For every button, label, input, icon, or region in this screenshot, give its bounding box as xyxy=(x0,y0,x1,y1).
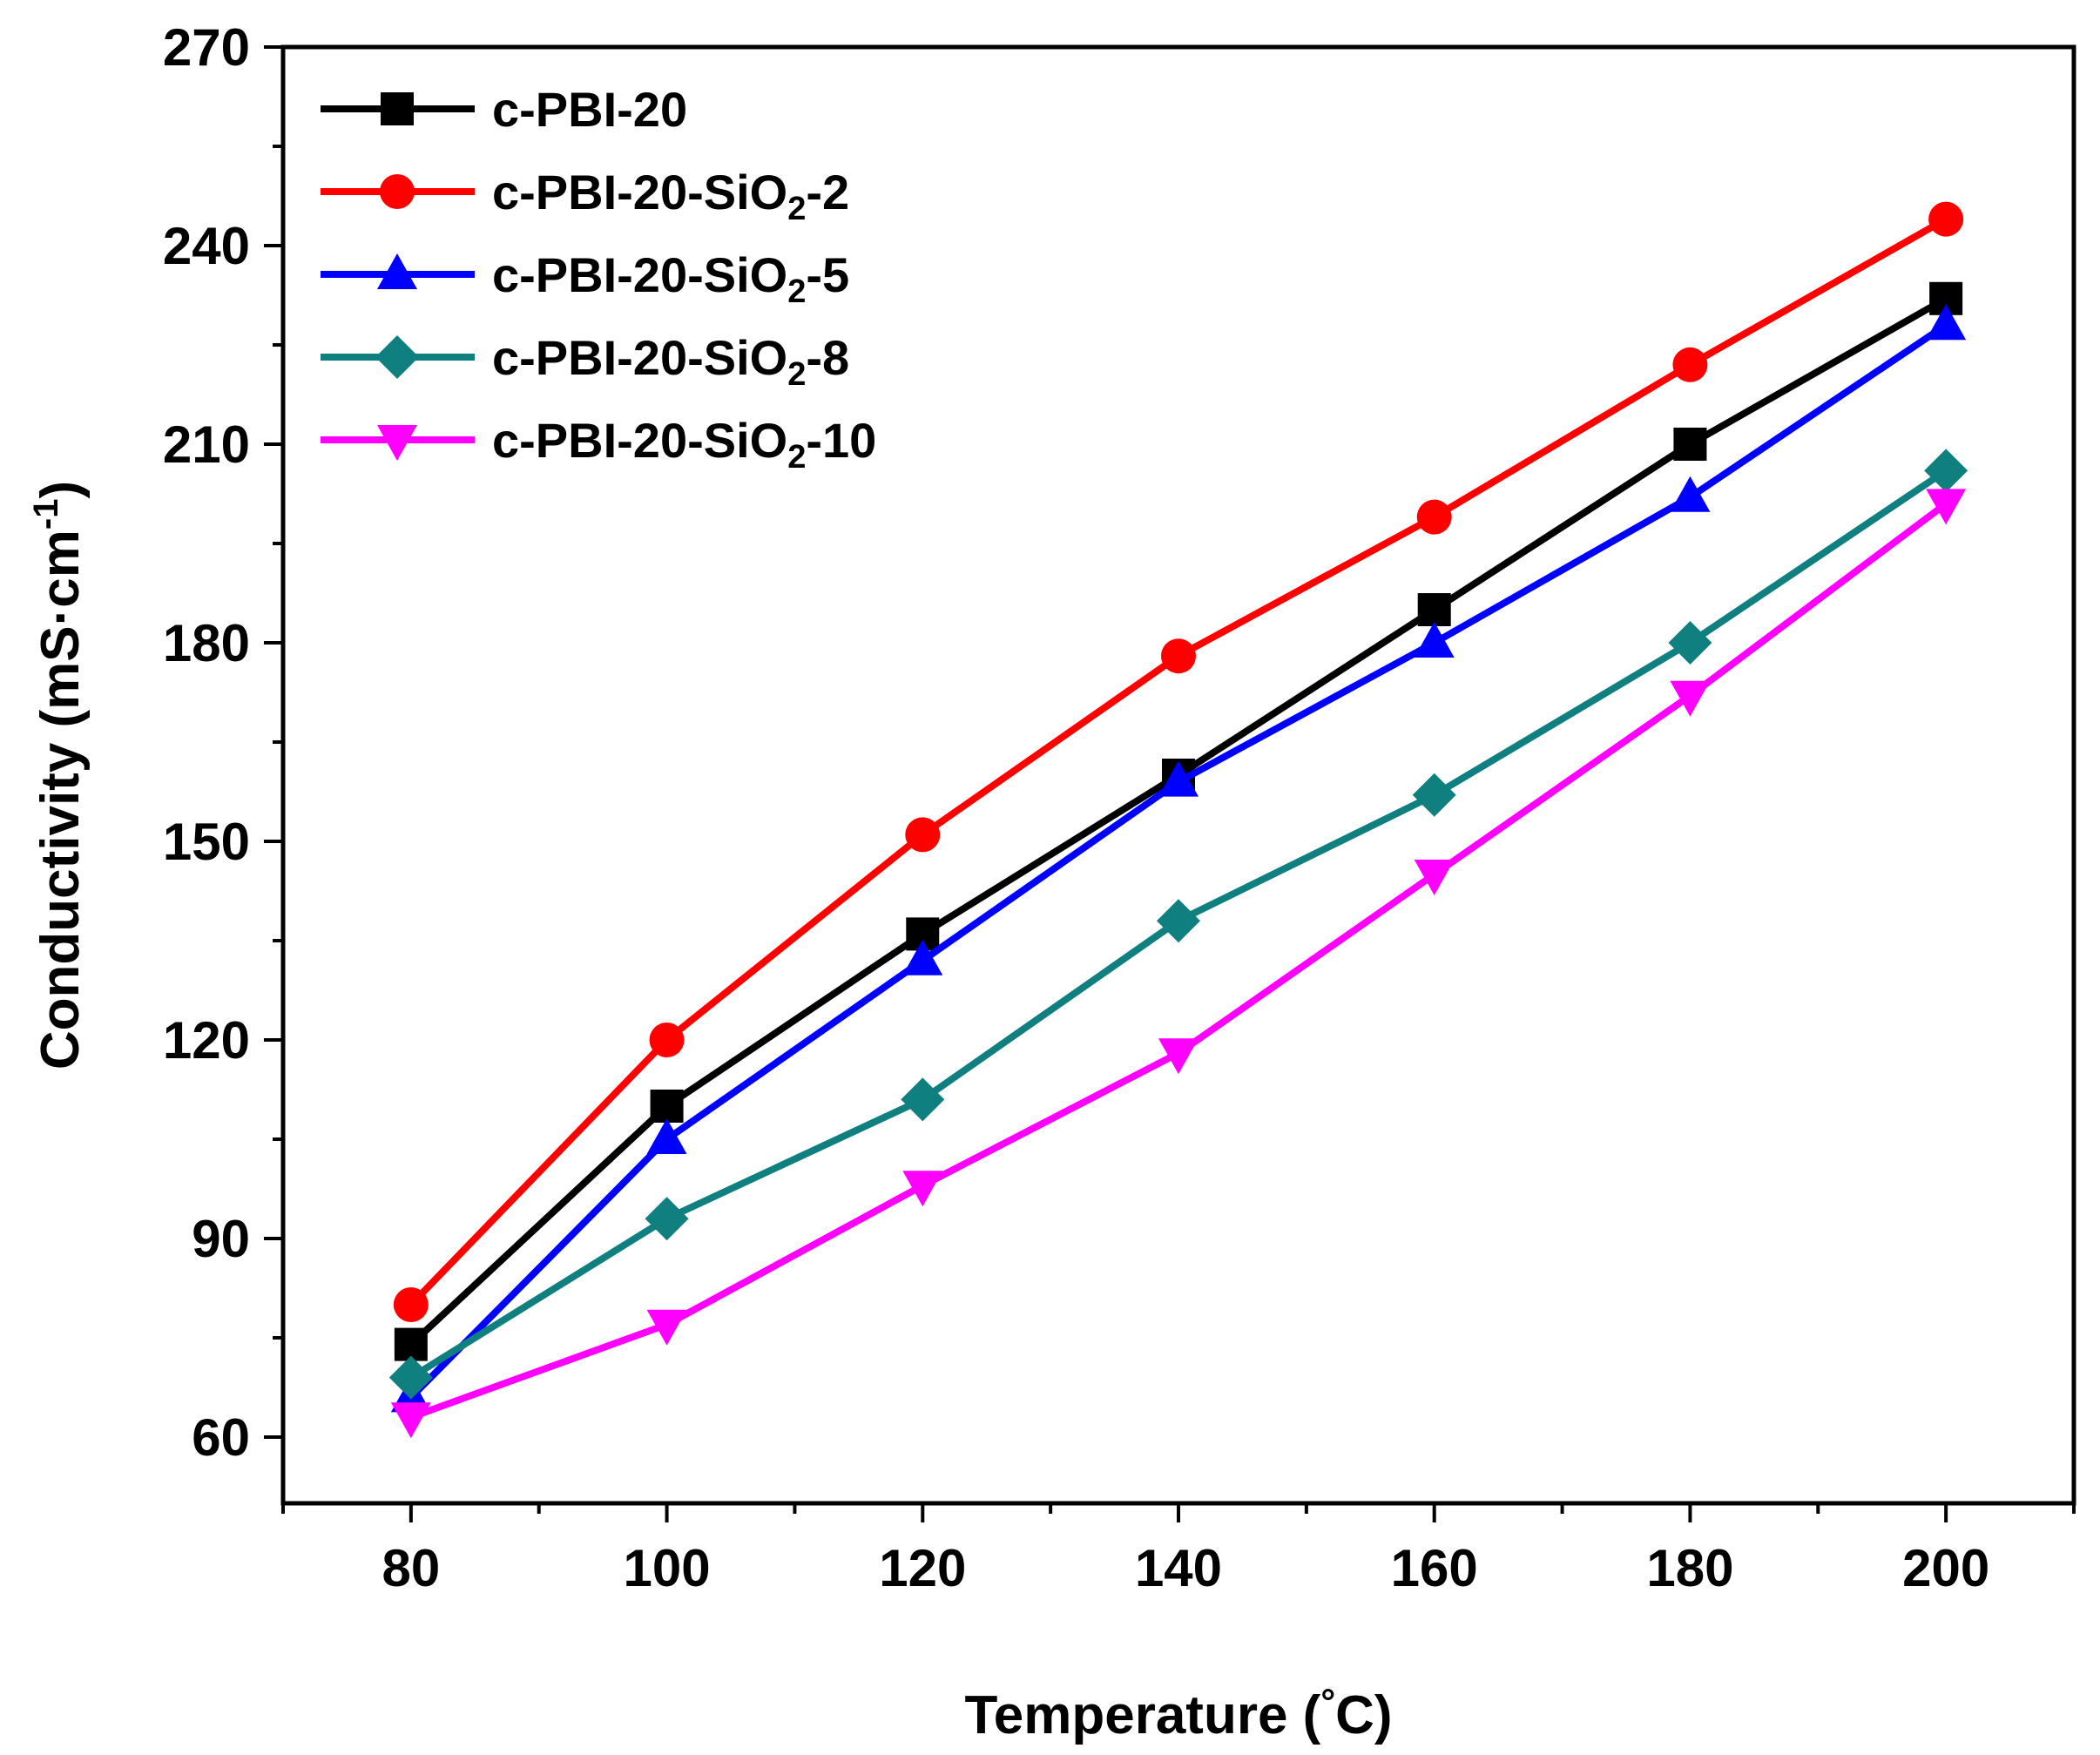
y-axis-title: Conductivity (mS·cm-1) xyxy=(27,481,91,1070)
y-axis-ticks: 60 90 120 150 180 210 240 270 xyxy=(163,18,283,1467)
x-axis-title: Temperature (°C) xyxy=(964,1681,1392,1745)
series-layer xyxy=(388,201,1968,1439)
data-point xyxy=(1412,773,1456,817)
legend-marker xyxy=(377,425,417,461)
series-c-PBI-20-SiO2-10 xyxy=(390,489,1967,1439)
data-point xyxy=(1157,899,1200,943)
legend-marker xyxy=(377,253,417,289)
data-point xyxy=(1926,489,1967,525)
data-point xyxy=(649,1023,685,1057)
data-point xyxy=(1161,638,1196,674)
data-point xyxy=(1926,304,1967,341)
data-point xyxy=(1673,428,1707,461)
legend-label: c-PBI-20 xyxy=(492,82,687,137)
legend-label: c-PBI-20-SiO2-8 xyxy=(492,330,849,393)
y-tick-label: 60 xyxy=(192,1408,250,1467)
data-point xyxy=(1158,1038,1199,1075)
data-point xyxy=(1668,621,1712,665)
series-c-PBI-20-SiO2-5 xyxy=(390,304,1967,1413)
x-tick-label: 140 xyxy=(1135,1539,1222,1597)
y-tick-label: 210 xyxy=(163,415,250,474)
x-axis-ticks: 80 100 120 140 160 180 200 xyxy=(281,1503,2076,1597)
y-tick-label: 150 xyxy=(163,813,250,871)
data-point xyxy=(393,1287,429,1322)
data-point xyxy=(1672,347,1708,382)
x-tick-label: 80 xyxy=(382,1539,440,1597)
legend-label: c-PBI-20-SiO2-5 xyxy=(492,247,849,310)
data-point xyxy=(1924,449,1968,493)
legend-label: c-PBI-20-SiO2-10 xyxy=(492,413,876,476)
data-point xyxy=(1416,499,1452,535)
legend-item: c-PBI-20-SiO2-5 xyxy=(321,247,849,310)
legend-marker xyxy=(381,92,414,125)
x-tick-label: 160 xyxy=(1391,1539,1478,1597)
y-tick-label: 270 xyxy=(163,18,250,77)
data-point xyxy=(1417,593,1451,626)
legend-item: c-PBI-20 xyxy=(321,82,687,137)
data-point xyxy=(394,1327,428,1361)
data-point xyxy=(905,817,941,853)
x-tick-label: 120 xyxy=(879,1539,966,1597)
data-point xyxy=(650,1090,684,1123)
data-point xyxy=(390,1402,431,1439)
y-tick-label: 90 xyxy=(192,1210,250,1268)
series-c-PBI-20-SiO2-8 xyxy=(388,449,1968,1400)
data-point xyxy=(901,1077,945,1122)
data-point xyxy=(1414,860,1455,895)
data-point xyxy=(1928,201,1964,237)
data-point xyxy=(1670,476,1711,512)
data-point xyxy=(388,1355,433,1400)
legend-item: c-PBI-20-SiO2-10 xyxy=(321,413,876,476)
y-tick-label: 180 xyxy=(163,614,250,672)
x-tick-label: 180 xyxy=(1646,1539,1733,1597)
legend-item: c-PBI-20-SiO2-2 xyxy=(321,165,849,227)
data-point xyxy=(1158,760,1199,797)
data-point xyxy=(902,939,943,975)
legend: c-PBI-20 c-PBI-20-SiO2-2 c-PBI-20-SiO2-5 c-… xyxy=(321,82,876,476)
series-c-PBI-20-SiO2-2 xyxy=(393,201,1964,1322)
x-tick-label: 200 xyxy=(1902,1539,1989,1597)
y-tick-label: 240 xyxy=(163,217,250,275)
data-point xyxy=(646,1309,687,1346)
x-tick-label: 100 xyxy=(624,1539,711,1597)
data-point xyxy=(645,1197,689,1241)
legend-marker xyxy=(380,174,415,209)
legend-marker xyxy=(375,335,419,379)
data-point xyxy=(646,1118,687,1154)
legend-item: c-PBI-20-SiO2-8 xyxy=(321,330,849,393)
data-point xyxy=(1670,680,1711,717)
data-point xyxy=(1414,622,1455,658)
data-point xyxy=(902,1171,943,1207)
legend-label: c-PBI-20-SiO2-2 xyxy=(492,165,849,227)
y-tick-label: 120 xyxy=(163,1011,250,1070)
